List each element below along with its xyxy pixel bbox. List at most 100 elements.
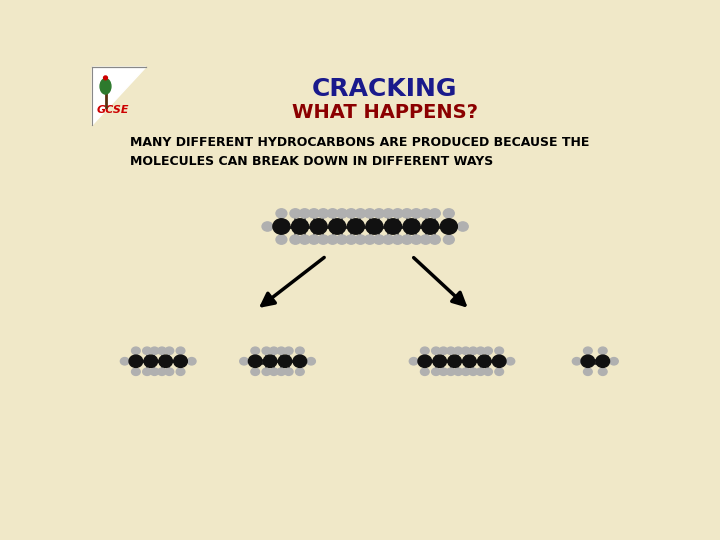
Ellipse shape [454,368,463,375]
Ellipse shape [402,209,413,218]
Ellipse shape [583,347,593,354]
Ellipse shape [269,368,278,375]
Ellipse shape [295,368,305,375]
Ellipse shape [420,235,431,244]
Ellipse shape [165,347,174,354]
Ellipse shape [420,347,429,354]
Ellipse shape [347,219,364,234]
Ellipse shape [300,209,310,218]
Ellipse shape [484,368,492,375]
Ellipse shape [355,235,366,244]
Ellipse shape [439,368,448,375]
Ellipse shape [150,368,159,375]
Ellipse shape [276,235,287,244]
Ellipse shape [469,347,477,354]
Ellipse shape [318,235,329,244]
Ellipse shape [284,347,293,354]
Ellipse shape [336,235,347,244]
Ellipse shape [454,347,463,354]
Ellipse shape [310,219,327,234]
Ellipse shape [307,357,315,365]
Ellipse shape [457,222,468,231]
Ellipse shape [132,368,140,375]
Ellipse shape [610,357,618,365]
Ellipse shape [463,355,476,367]
Ellipse shape [383,235,394,244]
Ellipse shape [327,235,338,244]
Ellipse shape [120,357,129,365]
Ellipse shape [383,209,394,218]
Ellipse shape [411,209,422,218]
Text: MANY DIFFERENT HYDROCARBONS ARE PRODUCED BECAUSE THE
MOLECULES CAN BREAK DOWN IN: MANY DIFFERENT HYDROCARBONS ARE PRODUCED… [130,137,590,168]
Ellipse shape [492,355,506,367]
Polygon shape [92,67,145,125]
Ellipse shape [329,219,346,234]
Ellipse shape [262,368,271,375]
Text: GCSE: GCSE [96,105,129,114]
Ellipse shape [240,357,248,365]
Ellipse shape [364,235,375,244]
Ellipse shape [462,347,470,354]
Ellipse shape [583,368,593,375]
Ellipse shape [462,368,470,375]
Ellipse shape [165,368,174,375]
Ellipse shape [144,355,158,367]
Ellipse shape [476,347,485,354]
Ellipse shape [278,355,292,367]
Ellipse shape [418,355,431,367]
Ellipse shape [176,347,185,354]
Ellipse shape [104,76,107,80]
Ellipse shape [581,355,595,367]
Ellipse shape [290,209,301,218]
Ellipse shape [598,347,607,354]
Ellipse shape [420,209,431,218]
Ellipse shape [392,209,403,218]
Ellipse shape [150,347,159,354]
Ellipse shape [384,219,402,234]
Ellipse shape [132,347,140,354]
Ellipse shape [364,209,375,218]
Ellipse shape [277,347,286,354]
Ellipse shape [431,368,441,375]
Ellipse shape [158,368,166,375]
Ellipse shape [273,219,290,234]
Ellipse shape [441,219,457,234]
Ellipse shape [174,355,187,367]
Ellipse shape [293,355,307,367]
Ellipse shape [346,235,356,244]
Ellipse shape [444,235,454,244]
Ellipse shape [251,368,260,375]
Ellipse shape [409,357,418,365]
Ellipse shape [284,368,293,375]
Ellipse shape [469,368,477,375]
Ellipse shape [176,368,185,375]
Text: WHAT HAPPENS?: WHAT HAPPENS? [292,103,477,122]
Ellipse shape [431,347,441,354]
Ellipse shape [477,355,491,367]
Ellipse shape [374,235,384,244]
Ellipse shape [402,235,413,244]
Ellipse shape [269,347,278,354]
Ellipse shape [292,219,309,234]
Ellipse shape [158,347,166,354]
Ellipse shape [309,209,320,218]
Ellipse shape [476,368,485,375]
Ellipse shape [355,209,366,218]
Ellipse shape [159,355,173,367]
Ellipse shape [446,347,455,354]
Ellipse shape [276,209,287,218]
Ellipse shape [446,368,455,375]
Ellipse shape [392,235,403,244]
Ellipse shape [374,209,384,218]
Ellipse shape [420,368,429,375]
Ellipse shape [248,355,262,367]
Ellipse shape [444,209,454,218]
Ellipse shape [300,235,310,244]
Ellipse shape [187,357,196,365]
Ellipse shape [290,235,301,244]
Ellipse shape [129,355,143,367]
Ellipse shape [262,347,271,354]
Ellipse shape [484,347,492,354]
Ellipse shape [433,355,446,367]
Ellipse shape [100,79,111,94]
